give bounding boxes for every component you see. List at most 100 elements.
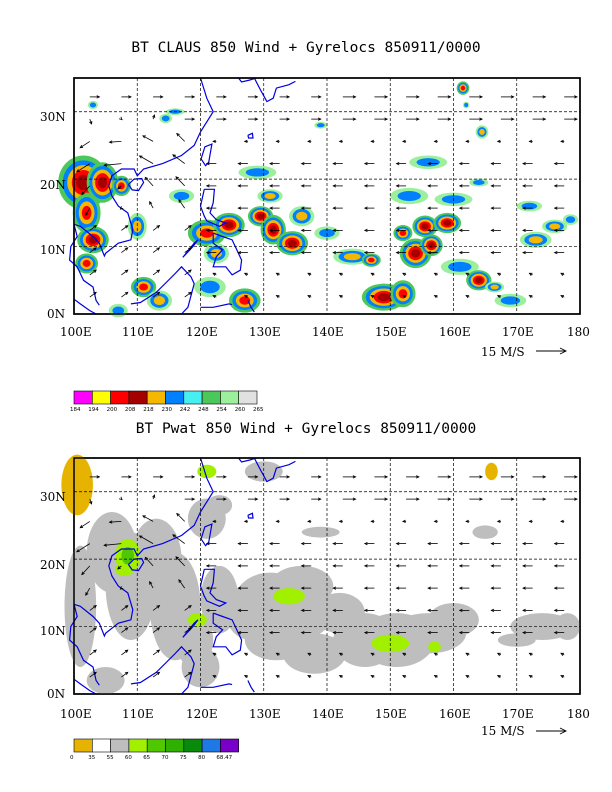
wind-vector <box>307 139 312 144</box>
wind-vector <box>458 161 470 166</box>
vector-scale-label: 15 M/S <box>481 724 525 738</box>
wind-vector <box>311 95 322 99</box>
coastline <box>238 77 257 83</box>
wind-vector <box>338 675 343 679</box>
wind-vector <box>149 580 154 589</box>
wind-vector <box>395 206 407 210</box>
wind-vector <box>401 139 407 144</box>
legend-label: 70 <box>162 755 169 761</box>
x-tick-label: 140E <box>312 707 344 721</box>
wind-vector <box>490 586 501 590</box>
wind-vector <box>152 649 161 656</box>
claus-map-panel: 100E 110E 120E 130E 140E 150E 160E 170E … <box>40 77 590 413</box>
moist-core <box>121 547 135 565</box>
x-tick-label: 120E <box>186 325 218 339</box>
wind-vector <box>205 586 217 590</box>
cloud-cell <box>97 176 107 189</box>
wind-vector <box>458 250 470 255</box>
legend-label: 254 <box>216 407 227 413</box>
wind-vector <box>121 291 129 298</box>
wind-vector <box>395 586 407 590</box>
wind-vector <box>522 608 533 613</box>
x-tick-label: 160E <box>439 707 471 721</box>
pwat-color-legend: 0 35 55 60 65 70 75 80 68.47 <box>70 738 239 761</box>
wind-vector <box>184 247 192 253</box>
wind-vector <box>121 671 129 678</box>
wind-vector <box>427 161 438 166</box>
wind-vector <box>300 228 312 233</box>
wind-vector <box>117 185 122 190</box>
wind-vector <box>216 497 227 501</box>
wind-vector <box>247 475 259 479</box>
wind-vector <box>522 184 533 188</box>
wind-vector <box>406 475 420 479</box>
wind-vector <box>89 671 97 678</box>
cloud-cell <box>161 115 170 122</box>
wind-vector <box>118 116 123 121</box>
wind-vector <box>528 519 533 524</box>
coastline <box>200 683 233 688</box>
wind-vector <box>370 675 375 679</box>
wind-vector <box>237 564 248 568</box>
wind-vector <box>490 608 501 613</box>
wind-vector <box>560 652 565 656</box>
wind-vector <box>237 586 248 590</box>
wind-vector <box>89 498 93 505</box>
wind-vector <box>395 564 407 568</box>
wind-vector <box>370 519 375 524</box>
wind-vector <box>121 605 129 611</box>
wind-vector <box>269 184 280 188</box>
pwat-gridlines <box>74 458 580 694</box>
cloud-cell <box>472 180 485 186</box>
wind-vector <box>406 117 420 121</box>
legend-label: 184 <box>70 407 81 413</box>
wind-vector <box>402 652 407 656</box>
wind-vector <box>496 652 502 656</box>
wind-vector <box>243 295 249 299</box>
wind-vector <box>374 475 389 479</box>
cloud-cell <box>224 221 234 229</box>
wind-vector <box>212 519 217 524</box>
cloud-cell <box>139 283 148 291</box>
wind-vector <box>553 206 565 210</box>
wind-vector <box>374 117 389 121</box>
cloud-cell <box>399 230 407 236</box>
moisture-region <box>282 633 346 674</box>
x-tick-label: 110E <box>122 707 154 721</box>
wind-vector <box>152 114 156 120</box>
wind-vector <box>469 117 484 121</box>
y-tick-label: 0N <box>47 687 65 701</box>
wind-vector <box>564 95 578 99</box>
cloud-cell <box>264 193 276 199</box>
wind-vector <box>176 512 185 522</box>
cloud-cell <box>287 239 297 247</box>
wind-vector <box>307 675 312 679</box>
wind-vector <box>76 543 91 553</box>
wind-vector <box>144 176 154 187</box>
legend-label: 242 <box>180 407 191 413</box>
claus-color-legend: 184 194 200 208 218 230 242 248 254 260 265 <box>70 390 264 413</box>
wind-vector <box>275 652 280 656</box>
x-tick-label: 180 <box>567 325 590 339</box>
cloud-cell <box>89 102 97 108</box>
cloud-cell <box>397 191 421 201</box>
wind-vector <box>269 564 280 568</box>
cloud-cell <box>153 296 166 306</box>
wind-vector <box>465 272 470 276</box>
cloud-cell <box>256 213 265 220</box>
legend-label: 65 <box>143 755 150 761</box>
wind-vector <box>363 206 375 210</box>
wind-vector <box>395 630 407 635</box>
wind-vector <box>205 184 217 188</box>
wind-vector <box>237 184 248 188</box>
wind-vector <box>522 564 533 568</box>
wind-vector <box>363 184 375 188</box>
wind-vector <box>490 541 501 546</box>
wind-vector <box>184 117 196 121</box>
wind-vector <box>427 184 438 188</box>
wind-vector <box>300 541 312 546</box>
wind-vector <box>89 291 97 298</box>
cloud-cell <box>82 259 91 267</box>
wind-vector <box>522 541 533 546</box>
wind-vector <box>564 497 578 501</box>
